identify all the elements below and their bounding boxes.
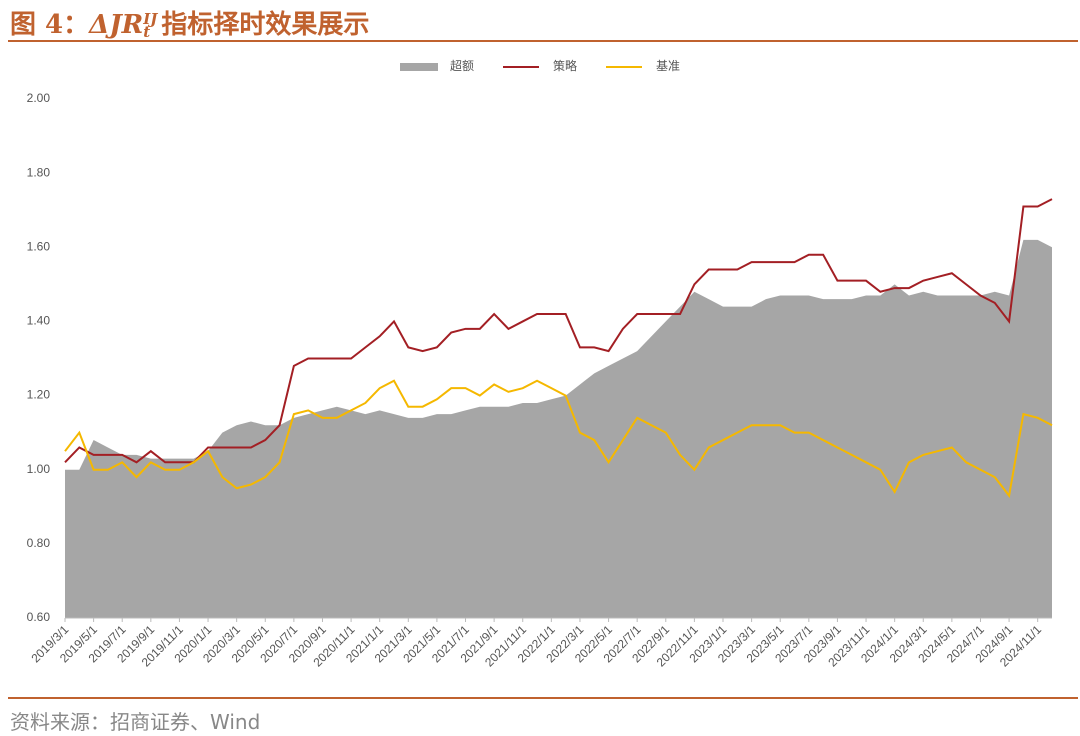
- line: [64, 198, 1053, 464]
- line: [64, 379, 1053, 499]
- y-tick-label: 1.00: [27, 462, 51, 476]
- y-tick-label: 1.80: [27, 165, 51, 179]
- y-tick-label: 1.60: [27, 239, 51, 253]
- legend-label: 超额: [450, 58, 474, 73]
- y-tick-label: 0.60: [27, 610, 51, 624]
- title-superscript: IJ: [143, 10, 158, 28]
- y-tick-label: 1.20: [27, 388, 51, 402]
- legend-swatch: [400, 63, 438, 71]
- title-subscript: t: [143, 23, 151, 41]
- y-tick-label: 2.00: [27, 91, 51, 105]
- source-note: 资料来源：招商证券、Wind: [10, 710, 261, 734]
- title-rule: [8, 40, 1078, 42]
- footer-rule: [8, 697, 1078, 699]
- legend-label: 基准: [656, 59, 680, 73]
- figure-title: 图 4：ΔJR IJ t 指标择时效果展示: [10, 4, 369, 41]
- title-scripts: IJ t: [143, 10, 158, 41]
- chart: 0.600.801.001.201.401.601.802.002019/3/1…: [27, 58, 1053, 669]
- area: [65, 239, 1052, 618]
- y-tick-label: 0.80: [27, 536, 51, 550]
- legend-label: 策略: [553, 58, 577, 73]
- title-symbol: ΔJR: [89, 10, 144, 40]
- title-label: 图 4：: [10, 10, 90, 40]
- y-tick-label: 1.40: [27, 314, 51, 328]
- title-text: 指标择时效果展示: [161, 10, 370, 40]
